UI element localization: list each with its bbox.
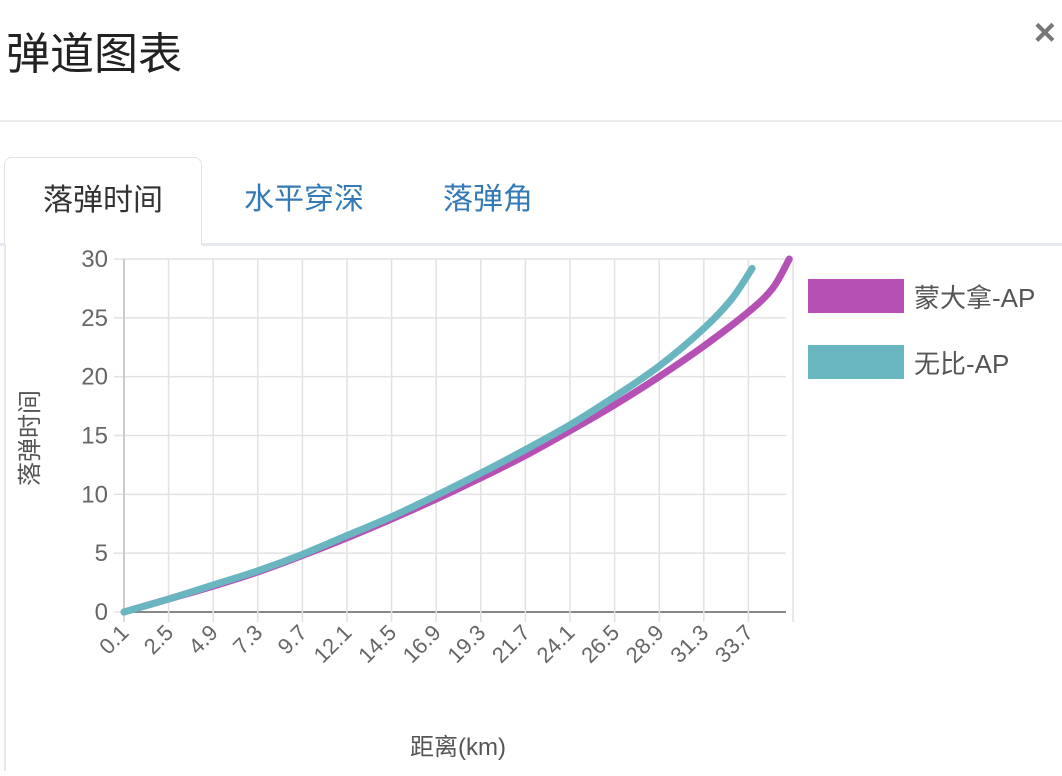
y-axis-label: 落弹时间: [17, 390, 44, 486]
y-tick-label: 5: [95, 540, 108, 567]
x-tick-label: 2.5: [139, 620, 178, 659]
dialog-header: 弹道图表 ×: [0, 0, 1062, 122]
x-tick-label: 12.1: [309, 620, 357, 668]
tab-fall-time[interactable]: 落弹时间: [4, 157, 202, 246]
legend-swatch-1: [808, 279, 904, 313]
series-line-2: [120, 264, 756, 616]
x-tick-label: 4.9: [183, 620, 222, 659]
x-tick-label: 31.3: [665, 620, 713, 668]
x-axis-label: 距离(km): [410, 734, 506, 761]
tab-horizontal-penetration[interactable]: 水平穿深: [244, 183, 364, 216]
x-tick-label: 26.5: [576, 620, 624, 668]
close-icon[interactable]: ×: [1033, 12, 1056, 54]
y-tick-label: 20: [81, 364, 108, 391]
x-tick-label: 28.9: [621, 620, 669, 668]
y-tick-label: 25: [81, 305, 108, 332]
tab-bar: 落弹时间 水平穿深 落弹角: [0, 157, 1062, 246]
y-tick-label: 30: [81, 246, 108, 273]
x-tick-label: 9.7: [273, 620, 312, 659]
legend-label-2: 无比-AP: [914, 349, 1009, 379]
x-tick-label: 33.7: [710, 620, 758, 668]
x-tick-label: 21.7: [487, 620, 535, 668]
y-tick-label: 0: [95, 599, 108, 626]
y-tick-label: 15: [81, 423, 108, 450]
y-tick-label: 10: [81, 481, 108, 508]
x-tick-label: 14.5: [353, 620, 401, 668]
legend-label-1: 蒙大拿-AP: [914, 283, 1035, 313]
tab-fall-angle[interactable]: 落弹角: [443, 183, 533, 216]
x-tick-label: 16.9: [398, 620, 446, 668]
x-tick-label: 7.3: [228, 620, 267, 659]
x-tick-label: 19.3: [442, 620, 490, 668]
dialog-title: 弹道图表: [6, 30, 182, 79]
x-tick-label: 24.1: [532, 620, 580, 668]
legend-swatch-2: [808, 345, 904, 379]
chart-panel: 0 5 10 15 20 25 30 0.1 2.5 4.9 7.3 9.7 12.1 14.5 16.9…: [4, 243, 1062, 771]
